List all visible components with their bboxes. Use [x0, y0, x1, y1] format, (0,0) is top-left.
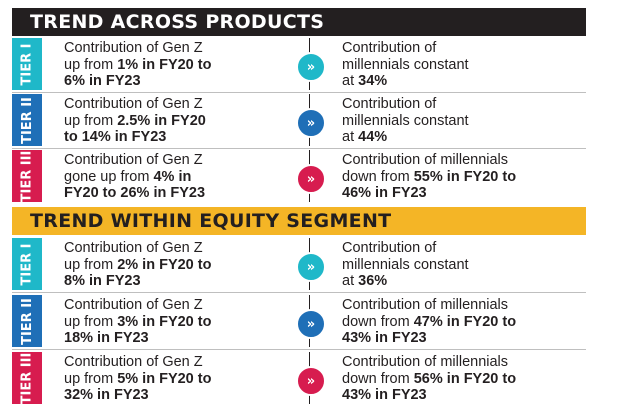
- double-chevron-right-icon: »: [296, 164, 326, 194]
- tier-label: TIER III: [19, 352, 35, 404]
- tier-label: TIER III: [19, 150, 35, 202]
- double-chevron-right-icon: »: [296, 309, 326, 339]
- genz-contribution-text: Contribution of Gen Z up from 2% in FY20…: [64, 240, 212, 289]
- genz-contribution-text: Contribution of Gen Z up from 1% in FY20…: [64, 40, 212, 89]
- tier-label-box: TIER II: [12, 94, 42, 146]
- tier-label-box: TIER III: [12, 352, 42, 404]
- equity-row-tier-1: TIER I Contribution of Gen Z up from 2% …: [12, 238, 586, 290]
- millennials-contribution-text: Contribution of millennials constant at …: [342, 240, 469, 289]
- tier-label-box: TIER II: [12, 295, 42, 347]
- millennials-contribution-text: Contribution of millennials constant at …: [342, 96, 469, 145]
- equity-row-tier-2: TIER II Contribution of Gen Z up from 3%…: [12, 295, 586, 347]
- section-title-equity: TREND WITHIN EQUITY SEGMENT: [12, 207, 586, 235]
- millennials-contribution-text: Contribution of millennials down from 56…: [342, 354, 517, 403]
- genz-contribution-text: Contribution of Gen Z gone up from 4% in…: [64, 152, 206, 201]
- millennials-contribution-text: Contribution of millennials constant at …: [342, 40, 469, 89]
- products-row-tier-3: TIER III Contribution of Gen Z gone up f…: [12, 150, 586, 202]
- millennials-contribution-text: Contribution of millennials down from 55…: [342, 152, 517, 201]
- millennials-contribution-text: Contribution of millennials down from 47…: [342, 297, 517, 346]
- row-separator: [12, 148, 586, 149]
- tier-label-box: TIER I: [12, 238, 42, 290]
- tier-label: TIER II: [19, 96, 35, 144]
- tier-label-box: TIER I: [12, 38, 42, 90]
- tier-label: TIER II: [19, 297, 35, 345]
- double-chevron-right-icon: »: [296, 366, 326, 396]
- tier-label-box: TIER III: [12, 150, 42, 202]
- row-separator: [12, 349, 586, 350]
- equity-row-tier-3: TIER III Contribution of Gen Z up from 5…: [12, 352, 586, 404]
- genz-contribution-text: Contribution of Gen Z up from 5% in FY20…: [64, 354, 212, 403]
- tier-label: TIER I: [19, 243, 35, 285]
- double-chevron-right-icon: »: [296, 252, 326, 282]
- section-title-products: TREND ACROSS PRODUCTS: [12, 8, 586, 36]
- row-separator: [12, 292, 586, 293]
- products-row-tier-1: TIER I Contribution of Gen Z up from 1% …: [12, 38, 586, 90]
- genz-contribution-text: Contribution of Gen Z up from 3% in FY20…: [64, 297, 212, 346]
- double-chevron-right-icon: »: [296, 52, 326, 82]
- products-row-tier-2: TIER II Contribution of Gen Z up from 2.…: [12, 94, 586, 146]
- tier-label: TIER I: [19, 43, 35, 85]
- row-separator: [12, 92, 586, 93]
- double-chevron-right-icon: »: [296, 108, 326, 138]
- genz-contribution-text: Contribution of Gen Z up from 2.5% in FY…: [64, 96, 206, 145]
